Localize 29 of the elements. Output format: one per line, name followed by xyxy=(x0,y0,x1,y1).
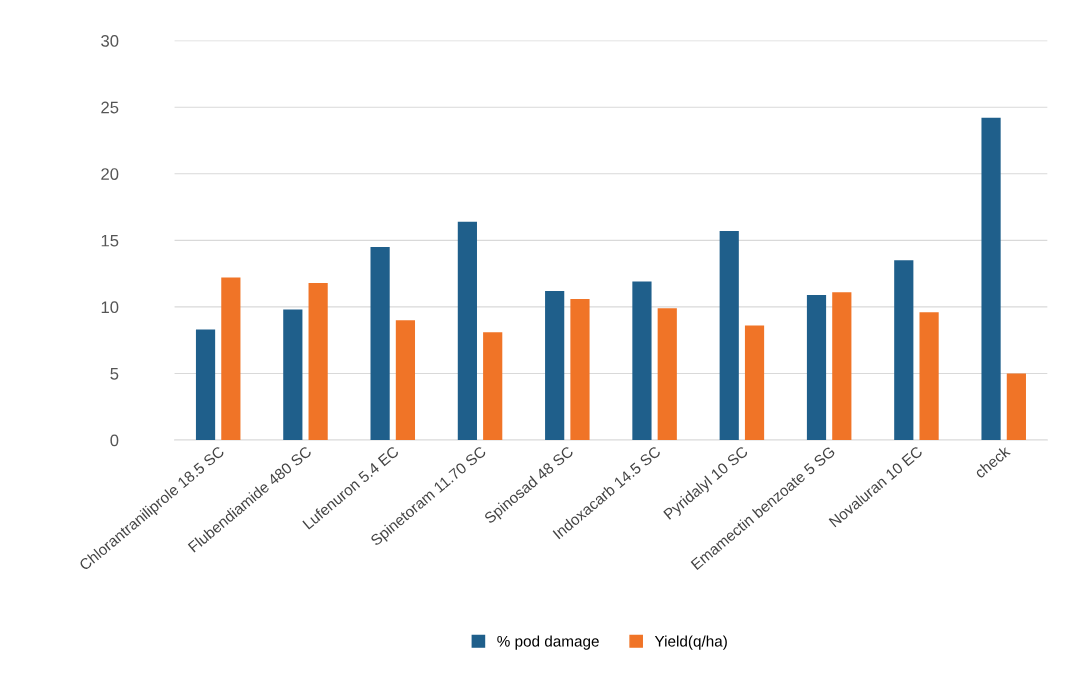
bar xyxy=(483,332,503,441)
bar xyxy=(283,309,303,441)
legend-label: % pod damage xyxy=(497,635,599,650)
bar xyxy=(657,308,677,441)
bar xyxy=(221,277,241,441)
bar xyxy=(395,320,416,441)
bar xyxy=(981,117,1001,441)
y-tick-label: 30 xyxy=(101,35,119,47)
bar xyxy=(632,281,652,441)
y-tick-label: 5 xyxy=(110,368,119,380)
bar xyxy=(457,221,477,441)
y-tick-label: 15 xyxy=(101,234,119,247)
bar xyxy=(832,292,852,441)
bar xyxy=(308,282,328,441)
bar xyxy=(744,325,765,441)
bar xyxy=(806,294,827,441)
bar xyxy=(719,231,739,441)
y-tick-label: 25 xyxy=(101,101,119,114)
bar xyxy=(545,290,565,441)
legend-label: Yield(q/ha) xyxy=(654,635,727,650)
bar xyxy=(195,329,216,441)
bar xyxy=(370,246,390,441)
bar xyxy=(919,312,939,441)
bar xyxy=(570,298,590,441)
bar xyxy=(1006,373,1026,441)
bar xyxy=(894,260,914,441)
y-tick-label: 20 xyxy=(101,168,119,180)
y-tick-label: 10 xyxy=(101,301,119,314)
y-tick-label: 0 xyxy=(110,434,119,447)
